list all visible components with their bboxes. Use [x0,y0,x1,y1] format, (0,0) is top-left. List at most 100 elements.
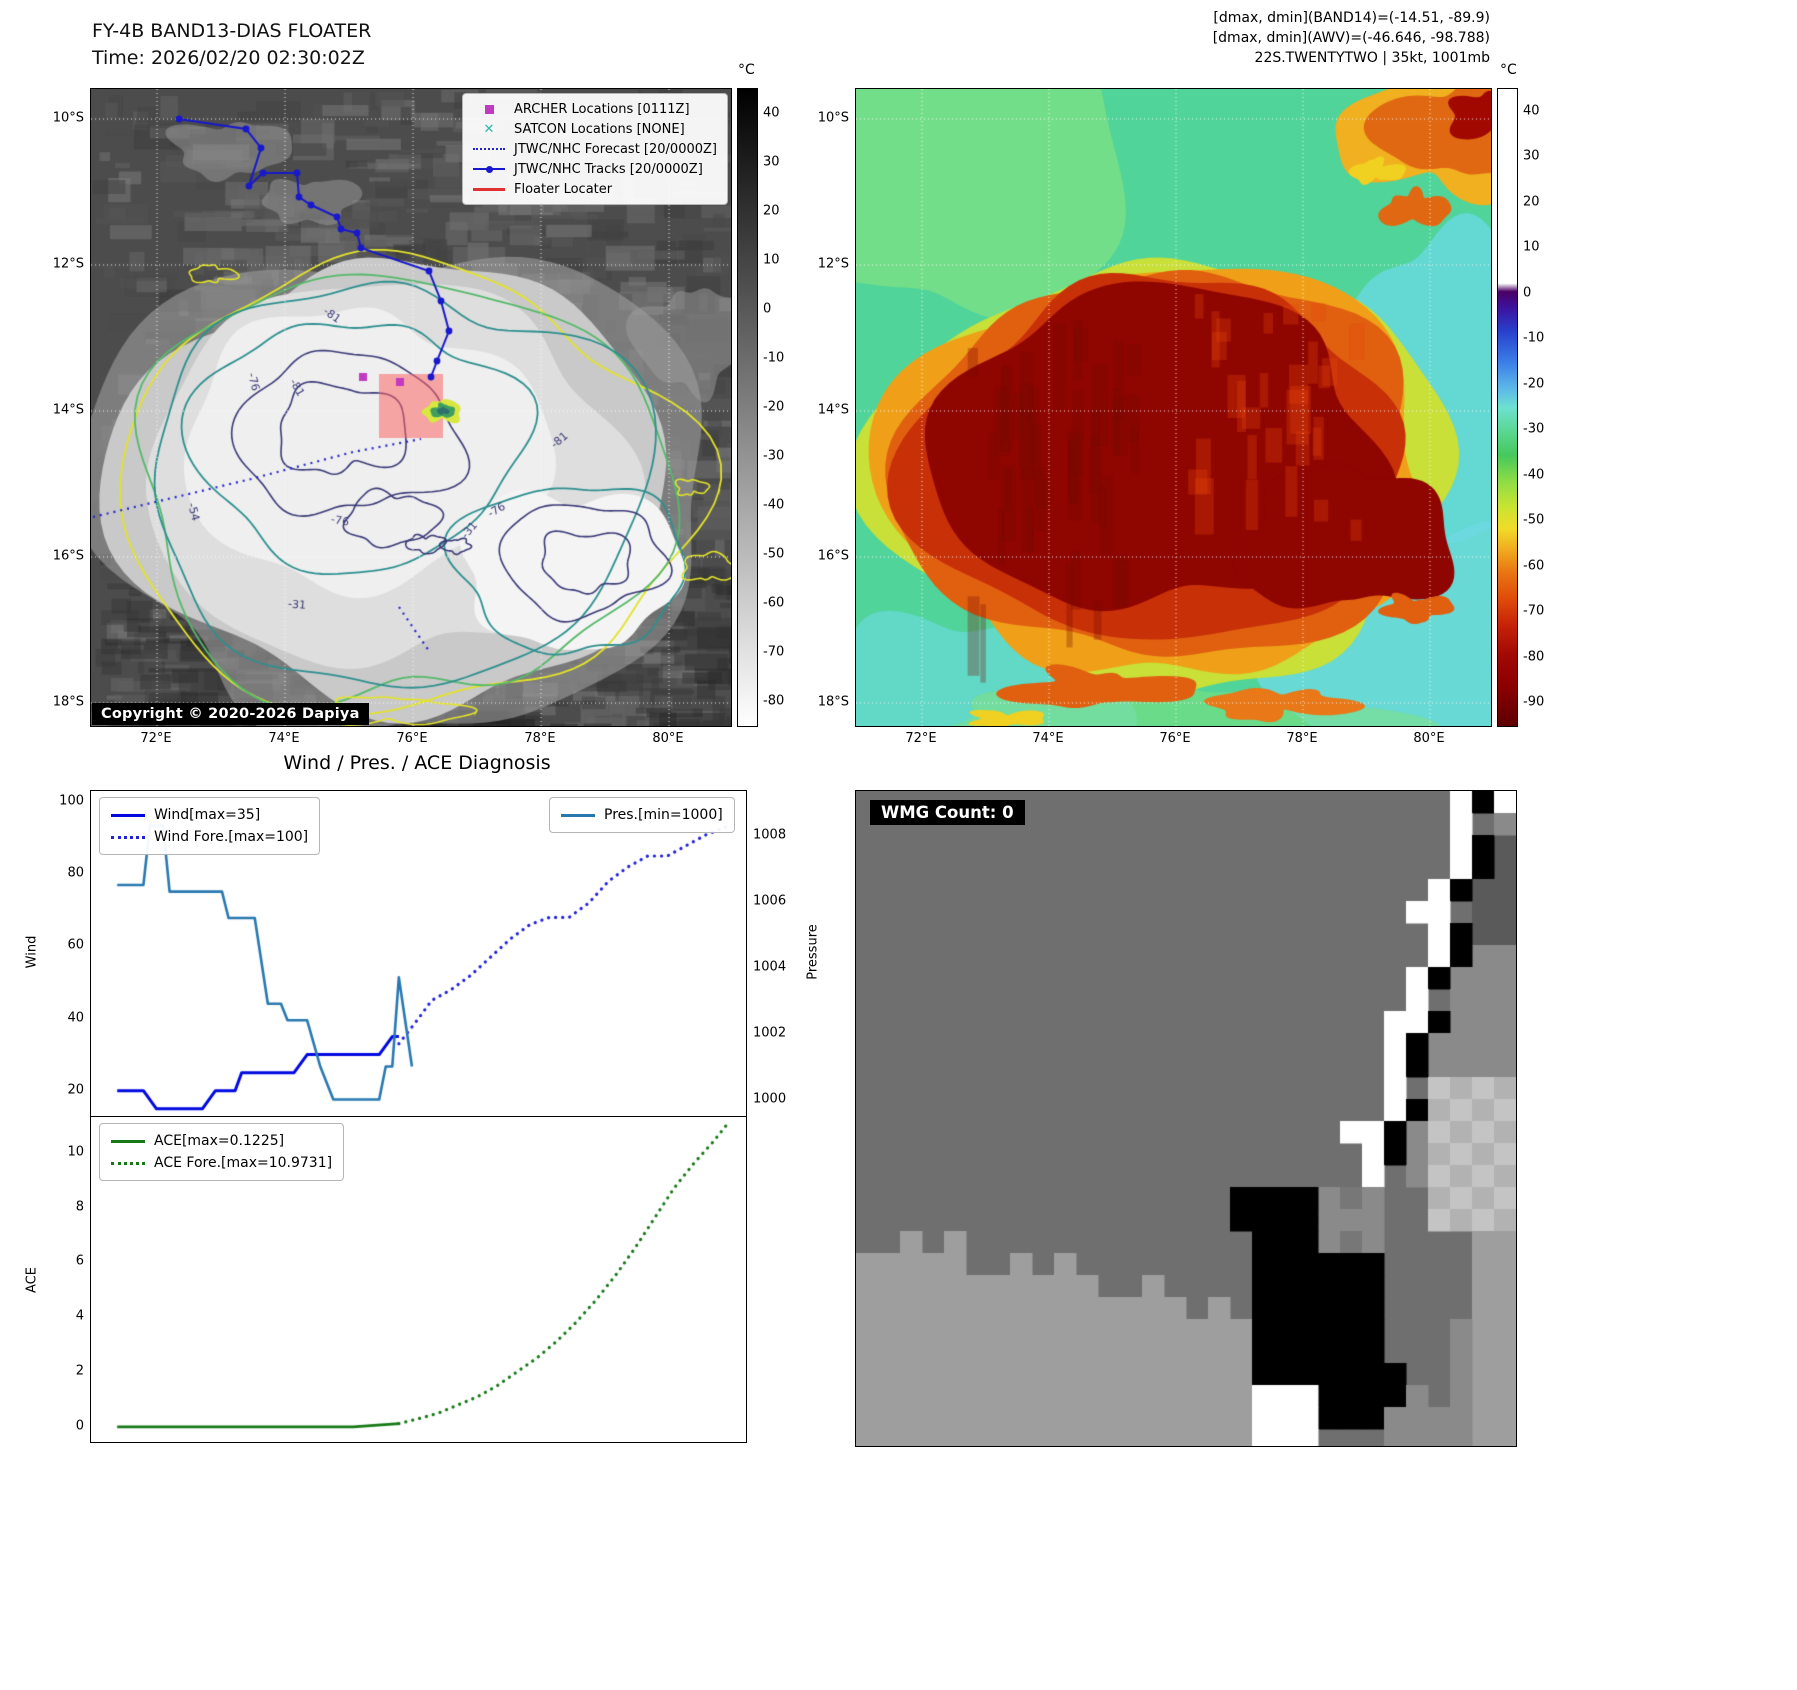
awv-colorbar-tick-label: -50 [1523,512,1545,528]
awv-lon-tick-label: 72°E [905,731,937,746]
pressure-legend: Pres.[min=1000] [549,797,735,833]
wind-forecast-line-icon [111,835,145,839]
awv-header-band14: [dmax, dmin](BAND14)=(-14.51, -89.9) [1213,10,1490,26]
awv-colorbar-tick-label: 40 [1523,103,1540,119]
awv-lon-tick-label: 76°E [1159,731,1191,746]
ir-lat-tick-label: 12°S [52,256,84,272]
pressure-ytick-label: 1006 [753,893,787,909]
ir-colorbar-tick-label: -20 [763,399,785,414]
pressure-axis-label: Pressure [805,924,821,980]
awv-colorbar-tick-label: -90 [1523,694,1545,710]
legend-row-floater: Floater Locater [473,179,717,199]
legend-row-tracks: JTWC/NHC Tracks [20/0000Z] [473,159,717,179]
awv-lat-tick-label: 10°S [817,110,849,126]
awv-colorbar-tick-label: 0 [1523,285,1532,301]
ir-lon-tick-label: 72°E [140,731,172,746]
ir-colorbar-tick-label: 30 [763,154,780,169]
pressure-ytick-label: 1000 [753,1091,787,1106]
legend-wind-fore-label: Wind Fore.[max=100] [154,829,309,845]
track-line-icon [473,165,505,173]
ace-legend: ACE[max=0.1225] ACE Fore.[max=10.9731] [99,1123,345,1181]
awv-colorbar [1497,88,1518,727]
awv-colorbar-tick-label: -20 [1523,376,1545,392]
ir-lon-tick-label: 74°E [268,731,300,746]
awv-lat-tick-label: 18°S [817,694,849,710]
ir-lat-tick-label: 16°S [52,548,84,564]
ace-ytick-label: 4 [75,1308,84,1324]
wind-legend: Wind[max=35] Wind Fore.[max=100] [99,797,321,855]
awv-colorbar-tick-label: -30 [1523,421,1545,437]
awv-lon-tick-label: 78°E [1286,731,1318,746]
legend-satcon-label: SATCON Locations [NONE] [514,121,685,137]
wmg-count-badge: WMG Count: 0 [870,800,1025,825]
ir-lon-tick-label: 78°E [524,731,556,746]
awv-colorbar-tick-label: 20 [1523,194,1540,210]
ir-colorbar-unit: °C [738,62,755,78]
legend-row-satcon: ✕ SATCON Locations [NONE] [473,119,717,139]
ir-colorbar-tick-label: 20 [763,203,780,218]
ir-satellite-panel: ARCHER Locations [0111Z] ✕ SATCON Locati… [90,88,732,727]
legend-row-ace-fore: ACE Fore.[max=10.9731] [111,1152,332,1174]
ir-colorbar-tick-label: -50 [763,546,785,561]
awv-colorbar-tick-label: -80 [1523,649,1545,665]
awv-colorbar-tick-label: 10 [1523,239,1540,255]
ir-colorbar-tick-label: -80 [763,693,785,708]
ir-colorbar-tick-label: 10 [763,252,780,267]
ir-colorbar-tick-label: -70 [763,644,785,659]
pressure-ytick-label: 1002 [753,1025,787,1040]
wind-axis-label: Wind [24,935,40,969]
ir-lat-tick-label: 14°S [52,402,84,418]
ir-colorbar-tick-label: -40 [763,497,785,512]
ace-axis-label: ACE [24,1267,40,1293]
awv-satellite-panel [855,88,1492,727]
legend-archer-label: ARCHER Locations [0111Z] [514,101,690,117]
awv-lat-tick-label: 12°S [817,256,849,272]
satcon-marker-icon: ✕ [483,121,495,137]
awv-colorbar-tick-label: -10 [1523,330,1545,346]
awv-colorbar-tick-label: -70 [1523,603,1545,619]
awv-header: [dmax, dmin](BAND14)=(-14.51, -89.9) [dm… [1213,8,1490,68]
forecast-line-icon [473,148,505,150]
ir-map-legend: ARCHER Locations [0111Z] ✕ SATCON Locati… [462,93,728,205]
ace-ytick-label: 6 [75,1253,84,1269]
archer-marker-icon [473,104,505,114]
ir-colorbar-tick-label: -10 [763,350,785,365]
awv-lon-tick-label: 80°E [1413,731,1445,746]
wind-ytick-label: 100 [59,793,84,809]
legend-wind-label: Wind[max=35] [154,807,261,823]
wind-ytick-label: 60 [67,937,84,953]
legend-row-forecast: JTWC/NHC Forecast [20/0000Z] [473,139,717,159]
ir-colorbar-tick-label: -60 [763,595,785,610]
floater-line-icon [473,187,505,191]
ir-colorbar [737,88,758,727]
awv-colorbar-tick-label: 30 [1523,148,1540,164]
legend-row-ace: ACE[max=0.1225] [111,1130,332,1152]
ace-ytick-label: 0 [75,1418,84,1434]
awv-lat-tick-label: 16°S [817,548,849,564]
legend-pressure-label: Pres.[min=1000] [604,807,723,823]
wind-ytick-label: 40 [67,1010,84,1025]
ir-lat-tick-label: 18°S [52,694,84,710]
legend-tracks-label: JTWC/NHC Tracks [20/0000Z] [514,161,703,177]
legend-row-archer: ARCHER Locations [0111Z] [473,99,717,119]
ace-forecast-line-icon [111,1161,145,1165]
copyright-badge: Copyright © 2020-2026 Dapiya [92,703,369,725]
wmg-panel: WMG Count: 0 [855,790,1517,1447]
awv-header-awv: [dmax, dmin](AWV)=(-46.646, -98.788) [1212,30,1490,46]
awv-colorbar-tick-label: -40 [1523,467,1545,483]
ir-lat-tick-label: 10°S [52,110,84,126]
ir-lon-tick-label: 80°E [652,731,684,746]
pressure-ytick-label: 1008 [753,827,787,843]
ir-title-block: FY-4B BAND13-DIAS FLOATER Time: 2026/02/… [92,18,371,72]
ir-colorbar-tick-label: -30 [763,448,785,463]
wind-line-icon [111,813,145,817]
ir-lon-tick-label: 76°E [396,731,428,746]
awv-lon-tick-label: 74°E [1032,731,1064,746]
ir-colorbar-tick-label: 0 [763,301,772,316]
legend-forecast-label: JTWC/NHC Forecast [20/0000Z] [514,141,717,157]
legend-row-pressure: Pres.[min=1000] [561,804,723,826]
awv-colorbar-tick-label: -60 [1523,558,1545,574]
awv-header-storm: 22S.TWENTYTWO | 35kt, 1001mb [1254,50,1490,66]
legend-floater-label: Floater Locater [514,181,613,197]
